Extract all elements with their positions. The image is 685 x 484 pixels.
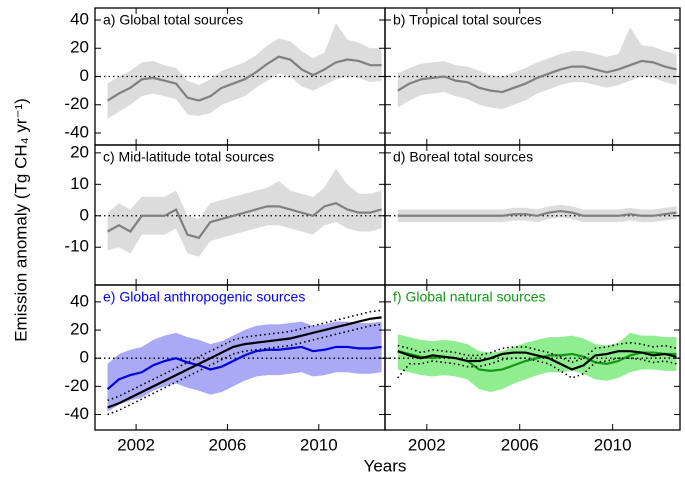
y-tick-label: -10 <box>64 237 89 256</box>
y-tick-label: 10 <box>70 174 89 193</box>
x-axis-label: Years <box>364 456 407 475</box>
uncertainty-band <box>107 22 382 119</box>
panel-title: c) Mid-latitude total sources <box>103 149 274 165</box>
panel-title: f) Global natural sources <box>393 289 546 305</box>
uncertainty-band <box>397 27 677 109</box>
uncertainty-band <box>397 204 677 223</box>
series-line <box>106 55 382 102</box>
series-line <box>397 59 677 94</box>
x-tick-label: 2002 <box>117 435 155 454</box>
panel-frame <box>384 284 681 431</box>
series-line <box>397 209 677 217</box>
range-line <box>107 309 382 402</box>
y-tick-label: 40 <box>70 291 89 310</box>
x-tick-label: 2002 <box>408 435 446 454</box>
y-tick-label: -20 <box>64 94 89 113</box>
panel-title: b) Tropical total sources <box>393 12 542 28</box>
panel-title: d) Boreal total sources <box>393 149 533 165</box>
y-tick-label: 0 <box>80 348 89 367</box>
x-tick-label: 2010 <box>594 435 632 454</box>
panel-title: e) Global anthropogenic sources <box>103 289 305 305</box>
uncertainty-band <box>397 332 677 392</box>
y-axis-label: Emission anomaly (Tg CH₄ yr⁻¹) <box>11 98 30 342</box>
x-tick-label: 2006 <box>501 435 539 454</box>
y-tick-label: -40 <box>64 404 89 423</box>
y-tick-label: 40 <box>70 9 89 28</box>
series-line <box>107 202 382 240</box>
y-tick-label: 20 <box>70 38 89 57</box>
uncertainty-band <box>107 321 382 412</box>
y-tick-label: 20 <box>70 320 89 339</box>
y-tick-label: 0 <box>80 66 89 85</box>
x-tick-label: 2010 <box>300 435 338 454</box>
series-line <box>107 316 382 409</box>
y-tick-label: 0 <box>80 205 89 224</box>
range-line <box>107 323 382 416</box>
y-tick-label: 20 <box>70 142 89 161</box>
y-tick-label: -40 <box>64 122 89 141</box>
y-tick-label: -20 <box>64 376 89 395</box>
x-tick-label: 2006 <box>209 435 247 454</box>
series-line <box>106 345 382 391</box>
series-line <box>397 350 677 371</box>
panel-title: a) Global total sources <box>103 12 243 28</box>
